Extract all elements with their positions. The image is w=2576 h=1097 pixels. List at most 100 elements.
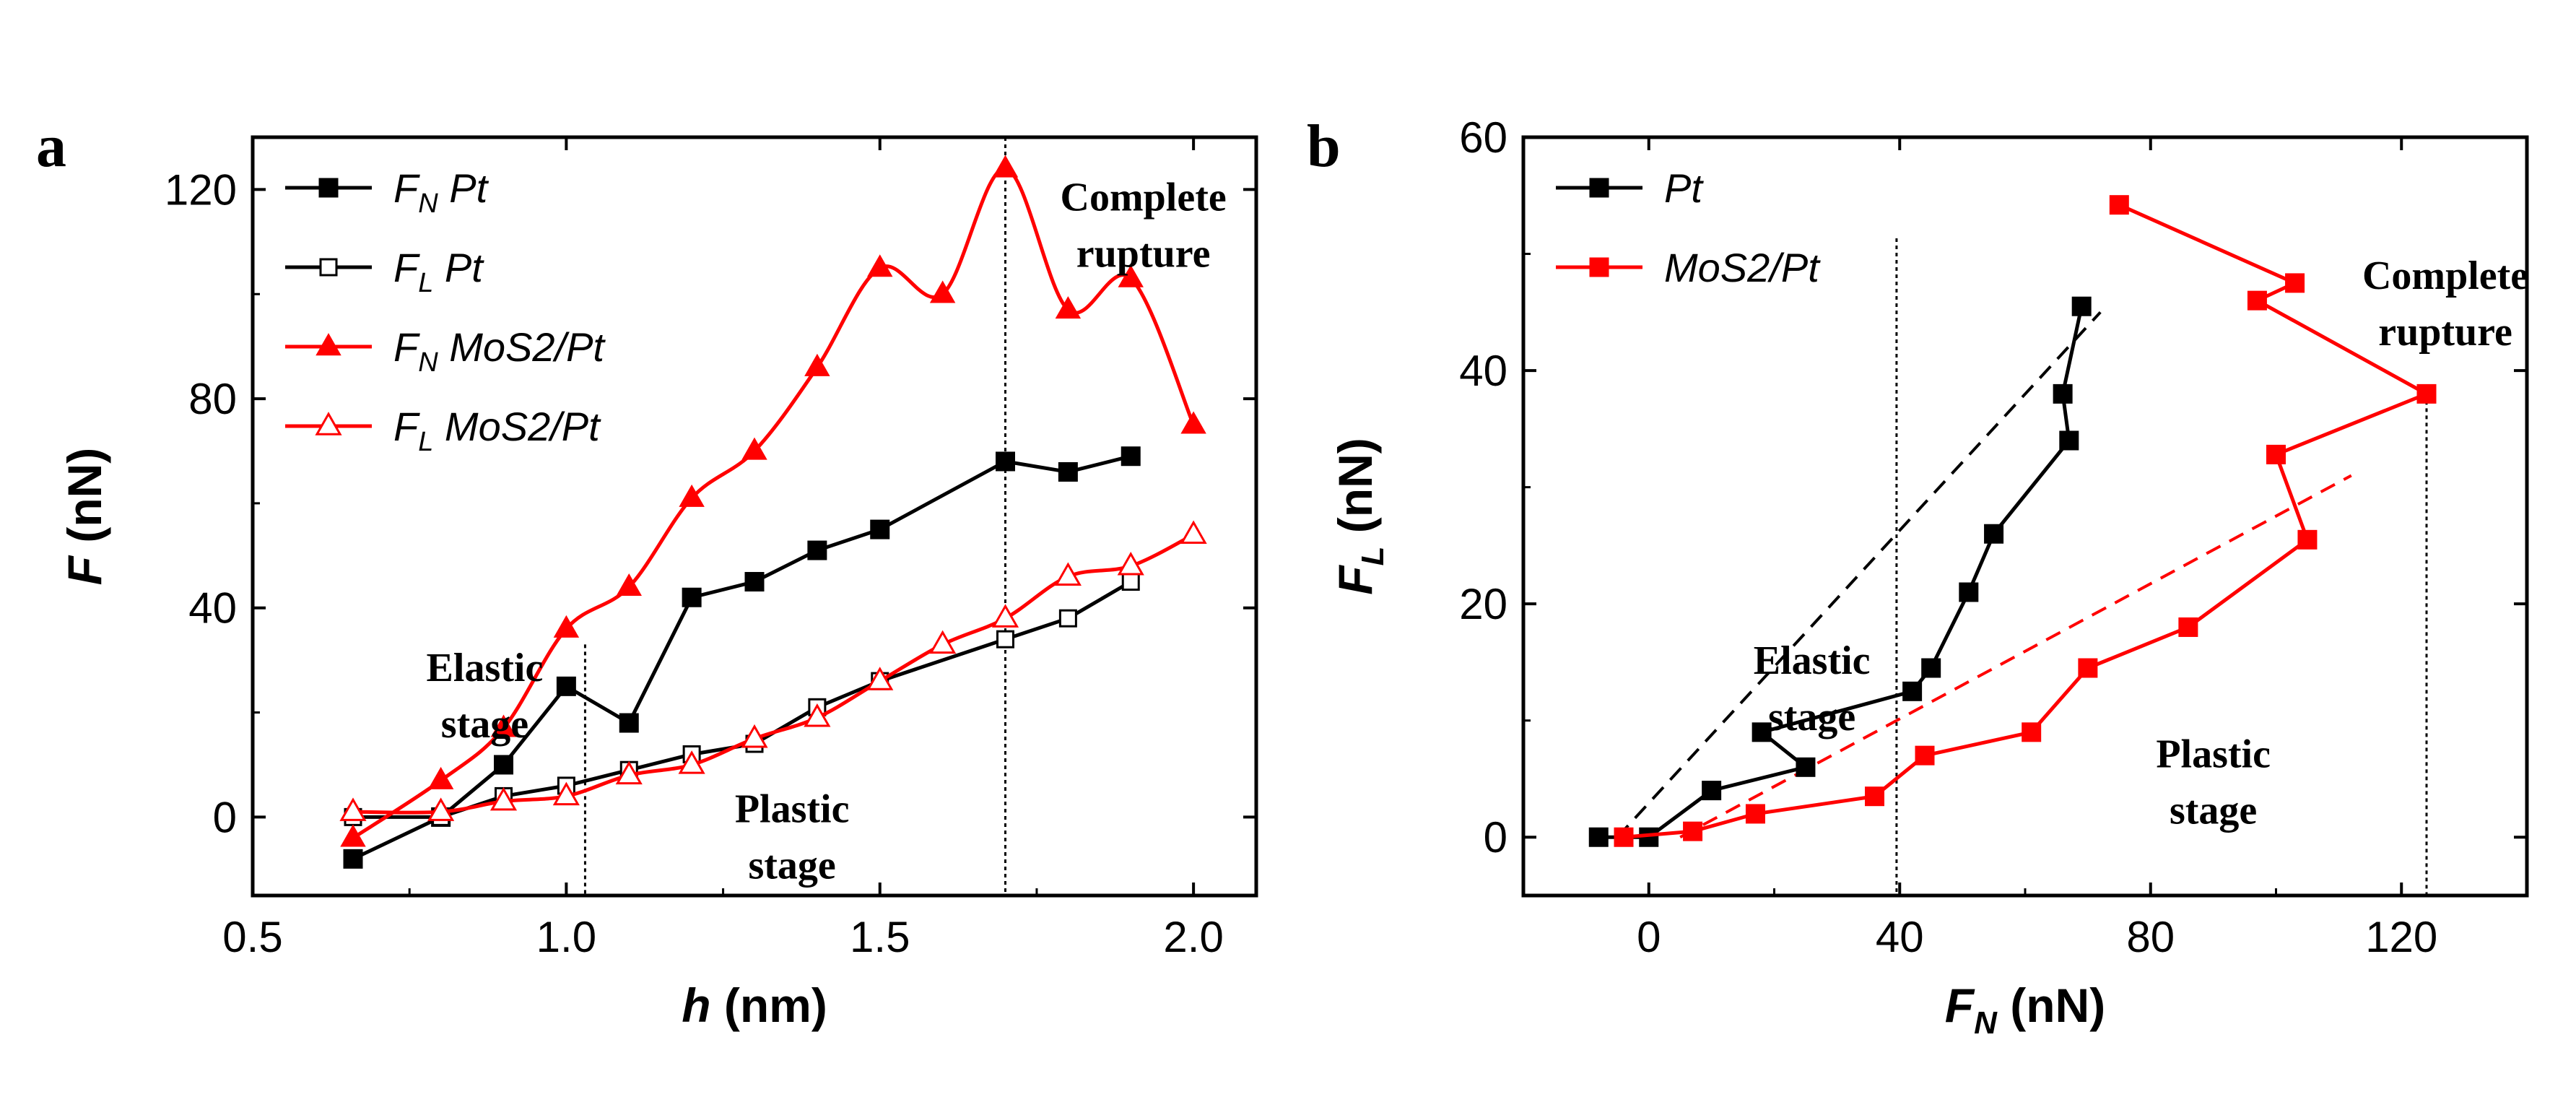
series-line	[353, 580, 1132, 819]
data-point	[1959, 582, 1979, 602]
data-point	[2071, 296, 2092, 316]
data-point	[1121, 446, 1141, 467]
y-tick-label: 40	[188, 584, 237, 633]
annotation-line: Elastic	[427, 646, 544, 690]
x-axis-unit: (nN)	[1997, 979, 2105, 1032]
legend-label: Pt	[1664, 165, 1704, 211]
data-point	[1180, 411, 1206, 434]
annotation-line: stage	[1768, 695, 1855, 740]
data-point	[867, 254, 893, 277]
y-tick-label: 20	[1459, 580, 1507, 628]
data-point	[1745, 804, 1765, 824]
data-point	[682, 587, 702, 607]
data-point	[992, 155, 1019, 178]
annotation-line: stage	[748, 844, 835, 888]
data-point	[339, 797, 367, 821]
stage-annotation: Elastic stage	[1754, 638, 1871, 740]
data-point	[2078, 658, 2098, 678]
legend-text: Pt	[438, 165, 489, 211]
legend-symbol: F	[393, 324, 420, 370]
y-tick-label: 80	[188, 375, 237, 423]
annotation-line: stage	[441, 702, 528, 747]
data-point	[1058, 461, 1078, 482]
legend-marker	[1589, 178, 1609, 198]
legend-label: FN MoS2/Pt	[393, 324, 606, 378]
data-point	[2297, 529, 2318, 550]
legend-text: MoS2/Pt	[1664, 245, 1821, 290]
data-point	[804, 353, 830, 376]
data-point	[1058, 609, 1077, 628]
panel-letter: a	[36, 113, 66, 180]
data-point	[552, 781, 580, 806]
legend-item: FN MoS2/Pt	[285, 324, 606, 378]
annotation-line: Complete	[2362, 253, 2528, 298]
series-2	[340, 155, 1206, 847]
data-point	[1614, 827, 1634, 847]
x-axis-title: FN (nN)	[1945, 979, 2105, 1041]
legend-text: Pt	[1664, 165, 1704, 211]
data-point	[494, 755, 513, 775]
data-point	[1588, 827, 1609, 847]
data-point	[1117, 551, 1144, 576]
data-point	[741, 437, 767, 460]
y-axis-unit: (nN)	[58, 448, 111, 556]
legend-text: MoS2/Pt	[433, 404, 601, 449]
linear-fit-line	[1616, 311, 2102, 838]
x-axis-unit: (nm)	[711, 979, 827, 1032]
y-tick-label: 40	[1459, 347, 1507, 395]
data-point	[1683, 821, 1703, 841]
data-point	[2266, 444, 2286, 464]
data-point	[616, 573, 642, 596]
legend-item: FL MoS2/Pt	[285, 404, 601, 457]
x-tick-label: 0	[1637, 913, 1661, 961]
annotation-line: Complete	[1061, 175, 1227, 220]
data-point	[996, 630, 1014, 649]
data-point	[1902, 681, 1923, 701]
data-point	[679, 484, 705, 507]
series-1	[1614, 195, 2437, 847]
linear-fit-line	[1679, 474, 2352, 838]
y-axis-title: FL (nN)	[1328, 438, 1391, 595]
y-tick-label: 120	[165, 165, 237, 214]
legend-marker	[315, 412, 342, 435]
data-point	[1054, 562, 1082, 586]
plot-frame	[251, 135, 1258, 898]
data-point	[2416, 383, 2437, 404]
data-point	[929, 630, 957, 654]
annotation-line: stage	[2170, 788, 2257, 833]
legend: FN Pt FL Pt FN MoS2/Pt FL MoS2/Pt	[285, 165, 606, 457]
legend-text: MoS2/Pt	[438, 324, 606, 370]
data-point	[2109, 195, 2129, 215]
legend: Pt MoS2/Pt	[1556, 165, 1821, 290]
data-point	[996, 451, 1015, 472]
data-point	[2285, 273, 2305, 293]
data-point	[1865, 786, 1884, 807]
annotation-line: rupture	[2378, 310, 2512, 355]
data-point	[340, 824, 366, 847]
legend-label: FL MoS2/Pt	[393, 404, 601, 457]
data-point	[2022, 722, 2042, 742]
data-point	[866, 667, 894, 690]
legend-symbol: F	[393, 165, 420, 211]
data-point	[490, 714, 517, 737]
legend-item: MoS2/Pt	[1556, 245, 1821, 290]
legend-symbol: F	[393, 245, 420, 290]
data-point	[553, 615, 580, 638]
data-point	[744, 572, 765, 592]
data-point	[929, 280, 956, 303]
x-tick-label: 80	[2126, 913, 2175, 961]
legend-marker	[1589, 257, 1609, 277]
data-point	[1915, 745, 1935, 766]
legend-item: FL Pt	[285, 245, 484, 298]
data-point	[870, 519, 890, 539]
data-point	[1121, 573, 1140, 591]
y-tick-label: 0	[1484, 813, 1507, 862]
y-axis-subscript: L	[1355, 547, 1391, 566]
data-point	[1118, 264, 1144, 287]
data-point	[1055, 296, 1082, 319]
annotation-line: rupture	[1076, 231, 1211, 276]
legend-item: FN Pt	[285, 165, 489, 219]
data-point	[2053, 383, 2073, 404]
data-point	[1984, 524, 2004, 544]
